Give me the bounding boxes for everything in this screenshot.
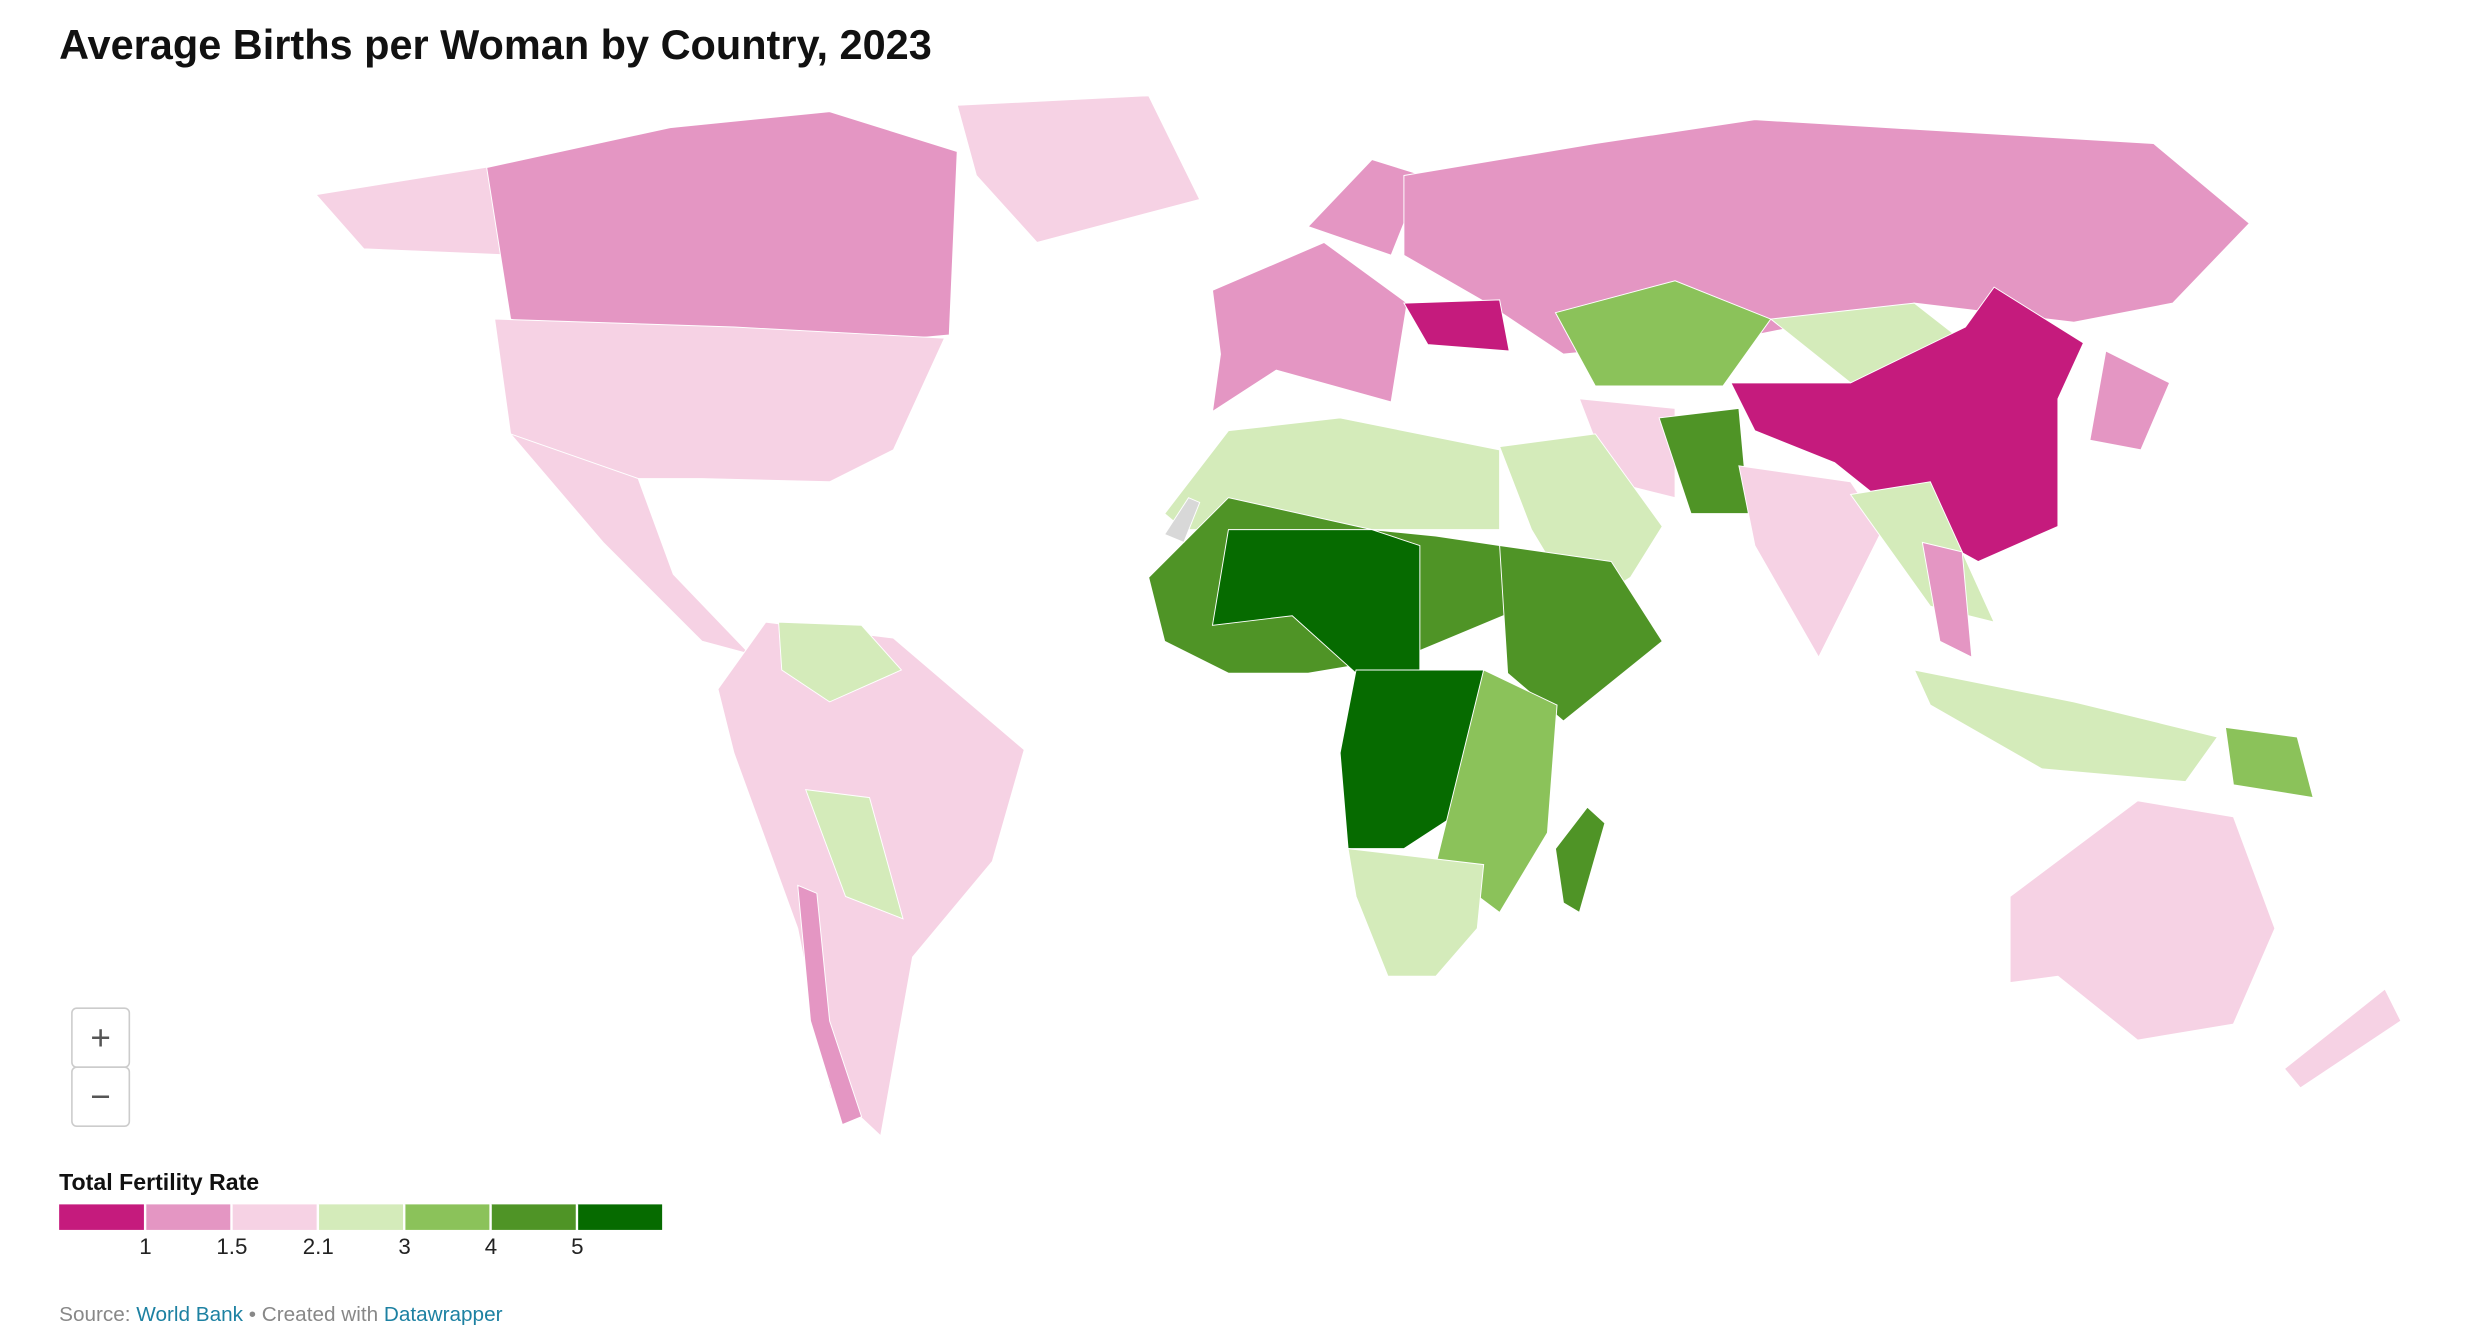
legend-tick-label: 1.5 <box>216 1234 247 1259</box>
legend-tick-label: 2.1 <box>303 1234 334 1259</box>
country <box>2089 350 2171 451</box>
legend: Total Fertility Rate 1 1.5 2.1 3 4 5 <box>59 1169 663 1259</box>
legend-swatch <box>231 1204 317 1230</box>
country <box>1403 299 1510 352</box>
country <box>2009 800 2276 1041</box>
country <box>778 621 903 703</box>
source-label: Source: <box>59 1303 130 1326</box>
country <box>1554 806 1606 914</box>
zoom-in-label[interactable]: + <box>90 1019 111 1058</box>
legend-swatch <box>490 1204 576 1230</box>
legend-swatch <box>318 1204 404 1230</box>
zoom-in-button[interactable]: + <box>71 1007 131 1068</box>
country <box>804 789 904 920</box>
country <box>1498 433 1663 611</box>
legend-swatch <box>59 1204 144 1230</box>
source-link[interactable]: World Bank <box>136 1303 243 1326</box>
country <box>1211 241 1408 413</box>
country <box>1730 286 2085 563</box>
legend-swatch <box>145 1204 231 1230</box>
country <box>1921 541 1973 659</box>
country <box>1435 669 1558 914</box>
legend-tick-label: 5 <box>571 1234 583 1259</box>
legend-tick-label: 3 <box>398 1234 410 1259</box>
source-line: Source: World Bank • Created with Datawr… <box>59 1303 502 1326</box>
country <box>1554 280 1772 387</box>
country <box>797 884 863 1126</box>
country <box>1163 497 1201 543</box>
country <box>2283 988 2402 1089</box>
legend-swatch <box>404 1204 490 1230</box>
country <box>1347 848 1485 977</box>
country <box>1913 669 2219 783</box>
legend-tick-label: 1 <box>139 1234 151 1259</box>
country <box>2224 726 2314 799</box>
zoom-controls: + − <box>71 1007 131 1128</box>
legend-tick-label: 4 <box>485 1234 497 1259</box>
country <box>315 165 515 256</box>
credit-link[interactable]: Datawrapper <box>384 1303 503 1326</box>
country <box>1499 545 1663 722</box>
chart-title: Average Births per Woman by Country, 202… <box>59 21 932 68</box>
world-map <box>315 95 2402 1137</box>
country <box>956 95 1201 244</box>
zoom-out-label[interactable]: − <box>90 1078 111 1117</box>
credit-label: • Created with <box>249 1303 378 1326</box>
legend-swatch <box>577 1204 663 1230</box>
legend-title: Total Fertility Rate <box>59 1169 259 1195</box>
country <box>1738 465 1884 659</box>
zoom-out-box[interactable] <box>71 1066 131 1128</box>
zoom-out-button[interactable]: − <box>71 1066 131 1128</box>
